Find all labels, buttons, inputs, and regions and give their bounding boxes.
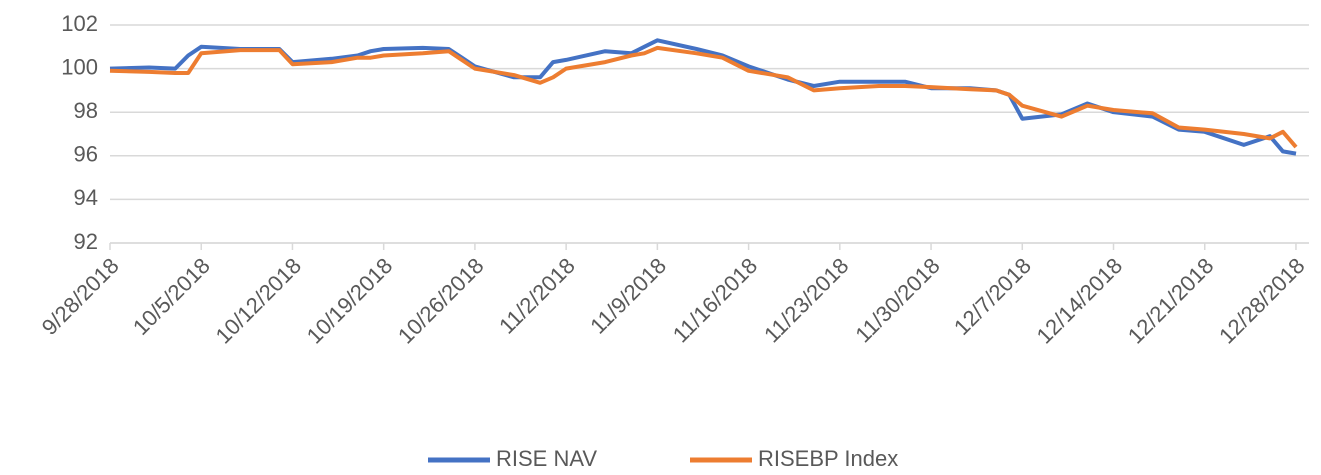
x-tick-label: 12/14/2018 xyxy=(1032,253,1128,349)
x-tick-label: 9/28/2018 xyxy=(37,253,124,340)
x-tick-label: 11/30/2018 xyxy=(850,253,944,347)
x-tick-label: 12/7/2018 xyxy=(949,253,1036,340)
y-tick-label: 100 xyxy=(61,54,98,79)
x-tick-label: 10/12/2018 xyxy=(211,253,307,349)
x-tick-label: 11/2/2018 xyxy=(494,253,580,339)
x-tick-label: 10/5/2018 xyxy=(128,253,215,340)
x-tick-label: 12/21/2018 xyxy=(1123,253,1219,349)
y-tick-label: 102 xyxy=(61,11,98,36)
y-tick-label: 94 xyxy=(74,185,98,210)
x-tick-label: 11/16/2018 xyxy=(668,253,762,347)
x-tick-label: 10/19/2018 xyxy=(302,253,398,349)
y-tick-label: 96 xyxy=(74,142,98,167)
x-tick-label: 12/28/2018 xyxy=(1214,253,1310,349)
series-line xyxy=(109,45,1298,149)
y-tick-label: 92 xyxy=(74,229,98,254)
legend-label: RISEBP Index xyxy=(758,446,898,471)
y-tick-label: 98 xyxy=(74,98,98,123)
x-tick-label: 11/23/2018 xyxy=(759,253,853,347)
legend-label: RISE NAV xyxy=(496,446,597,471)
x-tick-label: 10/26/2018 xyxy=(393,253,489,349)
x-tick-label: 11/9/2018 xyxy=(585,253,671,339)
